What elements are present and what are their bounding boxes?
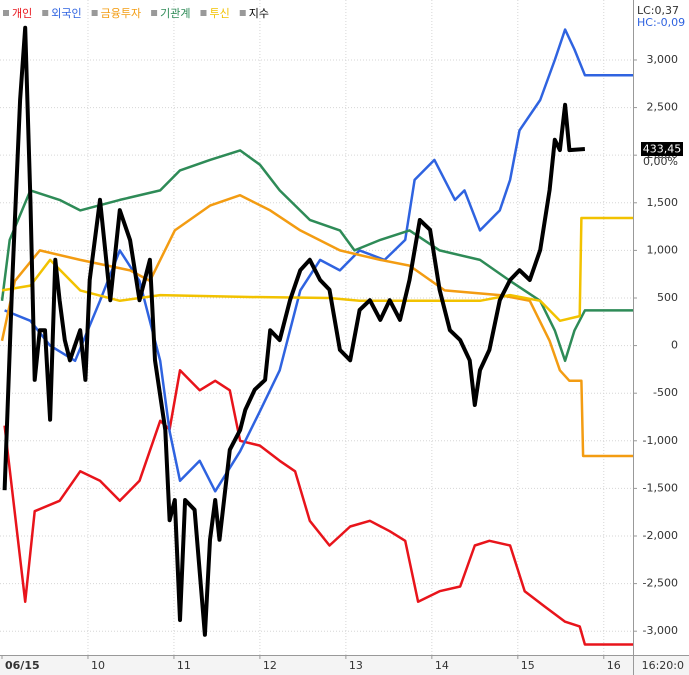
y-tick-label: 0 [671,339,678,352]
corner-label: HC:-0,09 [637,16,685,29]
series-line [2,25,586,637]
legend-swatch [151,10,158,16]
legend-swatch [200,10,207,16]
x-tick-label: 16 [607,659,621,672]
value-label-box [641,142,683,157]
legend-label: 금융투자 [101,7,141,20]
y-tick-label: -500 [653,386,678,399]
legend-label: 기관계 [160,7,190,20]
legend-label: 외국인 [51,7,81,20]
y-tick-label: 2,500 [647,101,679,114]
y-tick-label: 500 [657,291,678,304]
y-tick-label: 1,500 [647,196,679,209]
legend-label: 투신 [209,7,229,20]
legend-swatch [42,10,49,16]
value-label: 433,45 [643,143,682,156]
x-tick-label: 15 [521,659,535,672]
series-line [3,369,633,646]
legend-label: 개인 [12,7,32,20]
x-tick-label: 11 [177,659,191,672]
legend-swatch [91,10,98,16]
x-tick-label: 13 [349,659,363,672]
legend-label: 지수 [249,7,269,20]
index-change: 0,00% [643,155,678,168]
x-axis-band [0,655,689,675]
x-tick-label: 12 [263,659,277,672]
time-label: 16:20:0 [642,659,684,672]
x-tick-label: 14 [435,659,449,672]
y-tick-label: 3,000 [647,53,679,66]
y-tick-label: -2,000 [643,529,678,542]
y-tick-label: 1,000 [647,243,679,256]
x-tick-label: 10 [91,659,105,672]
y-tick-label: -3,000 [643,624,678,637]
y-tick-label: -2,500 [643,577,678,590]
plot-area [0,25,633,646]
legend-swatch [239,10,246,16]
y-tick-label: -1,500 [643,481,678,494]
legend-swatch [3,10,9,16]
series-line [0,149,633,363]
y-tick-label: -1,000 [643,434,678,447]
series-line [1,216,633,323]
x-tick-label: 06/15 [5,659,40,672]
corner-label: LC:0,37 [637,4,679,17]
